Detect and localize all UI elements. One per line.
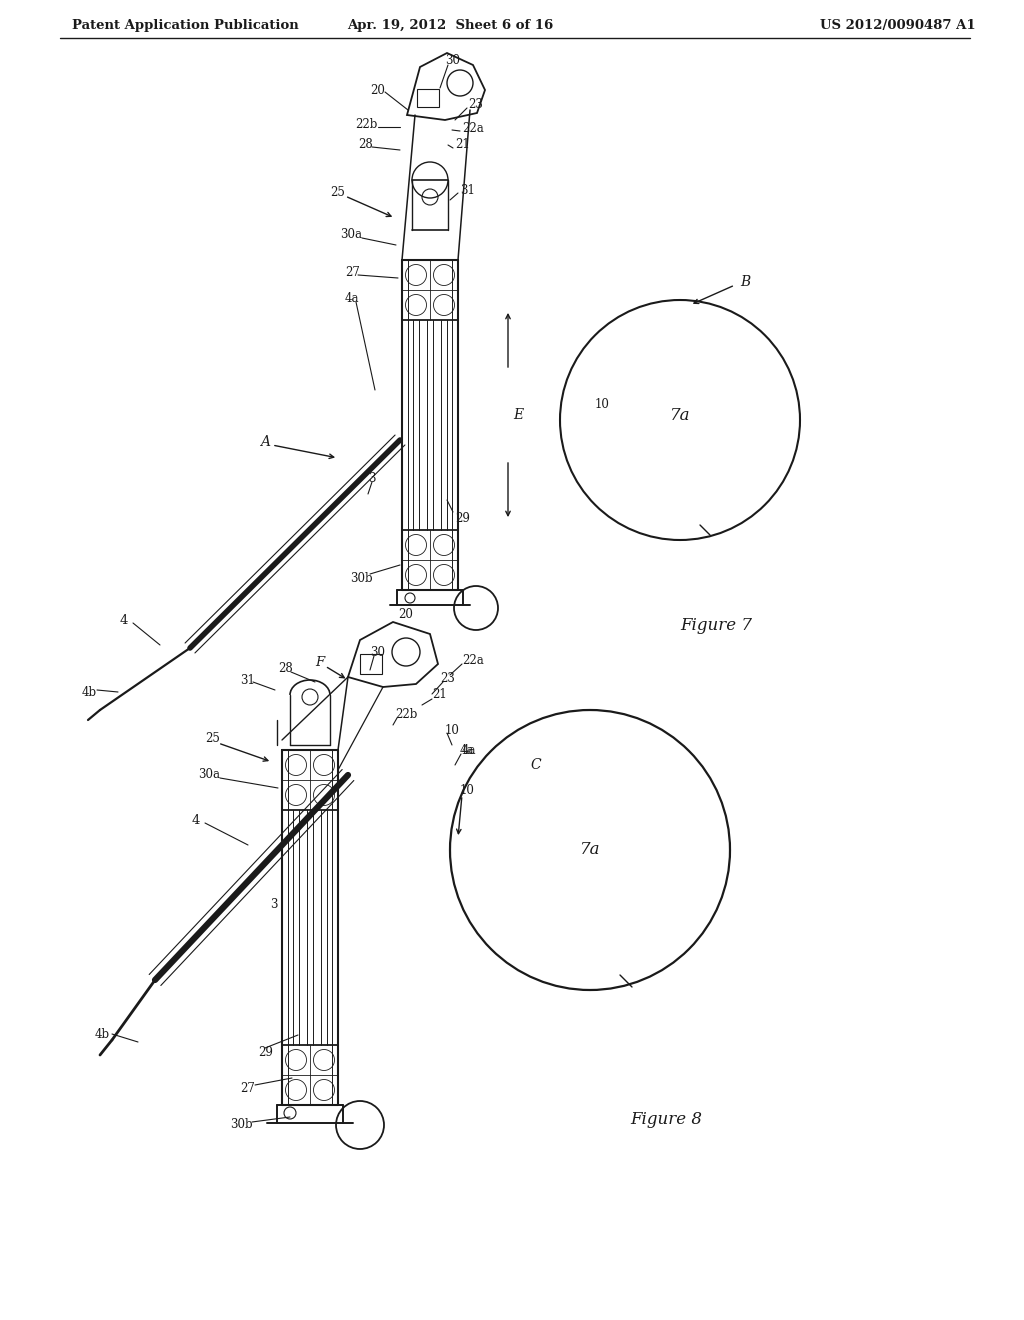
Text: 21: 21 — [455, 139, 470, 152]
Text: 22a: 22a — [462, 121, 483, 135]
Text: 7a: 7a — [670, 407, 690, 424]
Text: 22b: 22b — [395, 709, 418, 722]
Text: 3: 3 — [368, 471, 376, 484]
Text: C: C — [530, 758, 541, 772]
Text: E: E — [513, 408, 523, 422]
Text: 29: 29 — [258, 1045, 272, 1059]
Text: 27: 27 — [240, 1081, 255, 1094]
Text: 31: 31 — [240, 673, 255, 686]
Text: 25: 25 — [205, 731, 220, 744]
Text: 4a: 4a — [462, 743, 476, 756]
Text: 28: 28 — [358, 139, 373, 152]
Text: 25: 25 — [330, 186, 345, 198]
Text: 7a: 7a — [580, 842, 600, 858]
Text: B: B — [740, 275, 751, 289]
Text: 30a: 30a — [198, 768, 220, 781]
Text: Patent Application Publication: Patent Application Publication — [72, 18, 299, 32]
Text: 4a: 4a — [460, 743, 474, 756]
Text: 4a: 4a — [345, 292, 359, 305]
Text: 4: 4 — [120, 614, 128, 627]
Text: 30a: 30a — [340, 228, 362, 242]
Text: 23: 23 — [468, 99, 483, 111]
Bar — [360, 653, 382, 675]
Text: 22b: 22b — [355, 119, 378, 132]
Text: 10: 10 — [460, 784, 475, 796]
Text: 29: 29 — [455, 511, 470, 524]
Text: F: F — [315, 656, 325, 668]
Text: 21: 21 — [432, 689, 446, 701]
Text: 3: 3 — [270, 899, 278, 912]
Text: 28: 28 — [278, 661, 293, 675]
Text: Figure 7: Figure 7 — [680, 616, 752, 634]
Text: 4b: 4b — [82, 685, 97, 698]
Bar — [417, 88, 439, 107]
Text: 27: 27 — [345, 265, 359, 279]
Text: Figure 8: Figure 8 — [630, 1111, 702, 1129]
Text: 30: 30 — [445, 54, 460, 66]
Text: 30: 30 — [370, 645, 385, 659]
Text: 4b: 4b — [95, 1028, 111, 1041]
Text: 10: 10 — [595, 399, 610, 412]
Text: Apr. 19, 2012  Sheet 6 of 16: Apr. 19, 2012 Sheet 6 of 16 — [347, 18, 553, 32]
Text: 31: 31 — [460, 183, 475, 197]
Text: 22a: 22a — [462, 653, 483, 667]
Text: A: A — [260, 436, 270, 449]
Text: 30b: 30b — [230, 1118, 253, 1131]
Text: 20: 20 — [370, 83, 385, 96]
Text: 10: 10 — [445, 723, 460, 737]
Text: 4: 4 — [193, 813, 201, 826]
Text: 30b: 30b — [350, 572, 373, 585]
Text: US 2012/0090487 A1: US 2012/0090487 A1 — [820, 18, 976, 32]
Text: 20: 20 — [398, 607, 413, 620]
Text: 23: 23 — [440, 672, 455, 685]
